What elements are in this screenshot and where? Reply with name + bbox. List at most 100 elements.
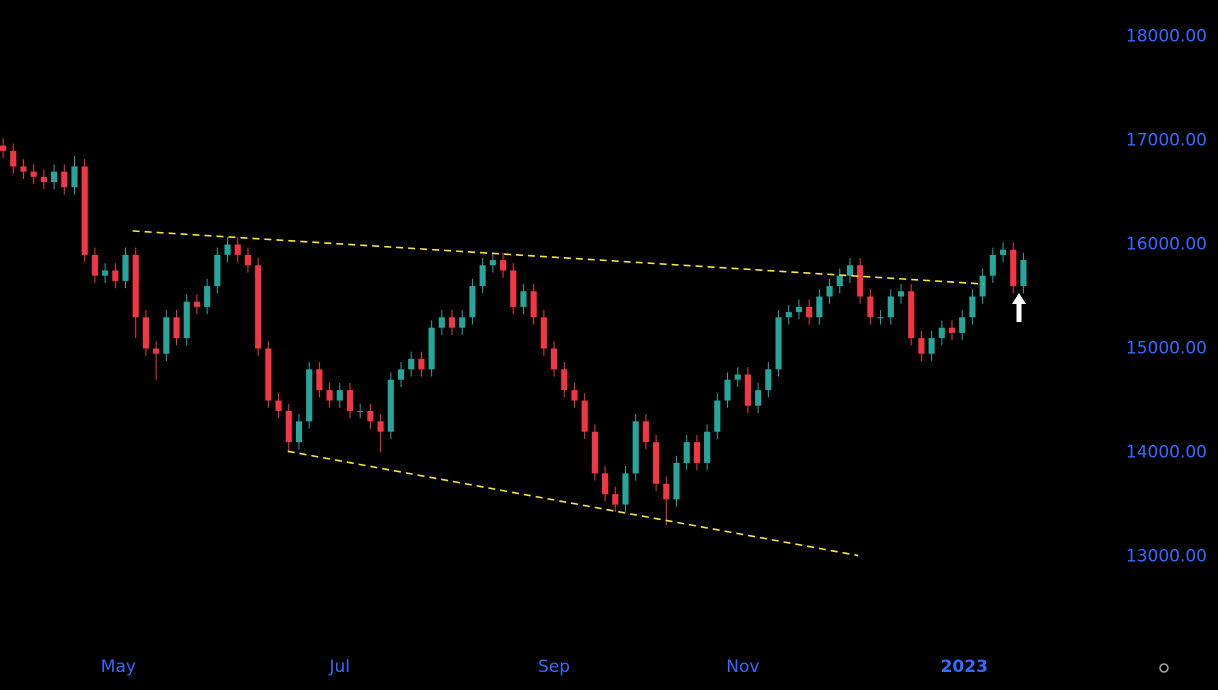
candle-body xyxy=(816,296,823,318)
candle-body xyxy=(561,369,568,391)
candle-body xyxy=(214,254,221,287)
candle-body xyxy=(183,301,190,339)
up-arrow xyxy=(1012,293,1026,322)
candle-body xyxy=(663,483,670,500)
candle-body xyxy=(408,358,415,370)
trendline xyxy=(132,230,984,285)
candle-body xyxy=(122,254,129,281)
candle-body xyxy=(489,260,496,266)
candle-body xyxy=(693,442,700,463)
candle-body xyxy=(540,317,547,349)
candle-body xyxy=(1010,249,1017,287)
candle-body xyxy=(999,249,1007,255)
candle-body xyxy=(612,494,619,505)
candle-body xyxy=(387,379,394,432)
candle-body xyxy=(418,358,425,370)
candle-body xyxy=(112,270,119,281)
y-tick-label: 15000.00 xyxy=(1126,339,1207,359)
candle-body xyxy=(142,317,149,349)
candle-body xyxy=(918,338,925,354)
candle-body xyxy=(265,348,272,401)
candle-body xyxy=(40,176,47,183)
candle-body xyxy=(795,306,803,313)
candle-body xyxy=(30,171,37,177)
candle-body xyxy=(397,369,405,380)
y-tick-label: 14000.00 xyxy=(1126,443,1207,463)
candle-body xyxy=(132,254,139,318)
candle-body xyxy=(602,473,609,495)
candle-body xyxy=(653,442,660,484)
candle-body xyxy=(102,270,109,276)
candle-body xyxy=(275,400,282,411)
candle-body xyxy=(326,390,333,401)
candle-body xyxy=(377,421,384,432)
candle-body xyxy=(591,431,598,474)
candle-body xyxy=(306,369,313,422)
candle-body xyxy=(295,421,303,443)
candle-body xyxy=(765,369,772,391)
x-tick-label: May xyxy=(101,657,136,677)
candle-body xyxy=(224,244,231,255)
candle-body xyxy=(969,296,976,318)
candle-body xyxy=(448,317,456,328)
candle-body xyxy=(867,296,874,318)
candle-body xyxy=(673,462,680,500)
y-tick-label: 18000.00 xyxy=(1126,26,1207,46)
candle-body xyxy=(683,442,690,463)
candle-body xyxy=(948,327,956,333)
candle-body xyxy=(163,317,170,354)
y-tick-label: 13000.00 xyxy=(1126,547,1207,567)
candle-body xyxy=(724,379,731,401)
candle-body xyxy=(908,291,915,339)
candle-body xyxy=(336,390,343,401)
candle-body xyxy=(428,327,435,370)
candle-body xyxy=(469,286,476,318)
candle-body xyxy=(20,166,27,172)
candle-body xyxy=(367,410,374,422)
candle-body xyxy=(316,369,323,391)
candle-body xyxy=(479,265,486,287)
trendline xyxy=(287,450,859,557)
annotation-arrow xyxy=(1012,293,1026,322)
candle-body xyxy=(204,286,211,307)
candle-body xyxy=(551,348,558,370)
candle-body xyxy=(806,306,813,318)
candle-body xyxy=(959,317,966,333)
candle-body xyxy=(785,312,792,318)
x-tick-label: 2023 xyxy=(941,657,988,677)
candle-body xyxy=(826,286,833,297)
candle-body xyxy=(897,291,905,297)
candle-body xyxy=(244,254,252,266)
candle-body xyxy=(734,374,741,380)
candle-body xyxy=(510,270,517,307)
candle-body xyxy=(704,431,711,463)
y-tick-label: 17000.00 xyxy=(1126,130,1207,150)
candle-body xyxy=(632,421,639,474)
candle-body xyxy=(438,317,445,328)
candle-body xyxy=(173,317,180,339)
candle-body xyxy=(346,390,354,411)
candle-body xyxy=(979,275,986,297)
candle-body xyxy=(255,265,262,349)
candle-body xyxy=(877,317,884,319)
candle-body xyxy=(51,171,58,183)
candle-body xyxy=(989,254,996,276)
candle-body xyxy=(285,410,292,443)
gear[interactable] xyxy=(1159,663,1169,673)
candle-body xyxy=(10,150,17,167)
candle-body xyxy=(887,296,894,318)
candle-body xyxy=(775,317,782,370)
candle-body xyxy=(459,317,466,328)
candle-body xyxy=(0,145,7,151)
candle-body xyxy=(193,301,200,307)
candle-body xyxy=(846,265,854,276)
candle-body xyxy=(857,265,864,297)
candle-body xyxy=(714,400,721,432)
candle-body xyxy=(81,166,88,255)
settings-icon[interactable] xyxy=(1159,663,1169,673)
y-tick-label: 16000.00 xyxy=(1126,234,1207,254)
candle-body xyxy=(755,390,762,406)
candle-body xyxy=(938,327,945,339)
candle-body xyxy=(91,254,98,276)
